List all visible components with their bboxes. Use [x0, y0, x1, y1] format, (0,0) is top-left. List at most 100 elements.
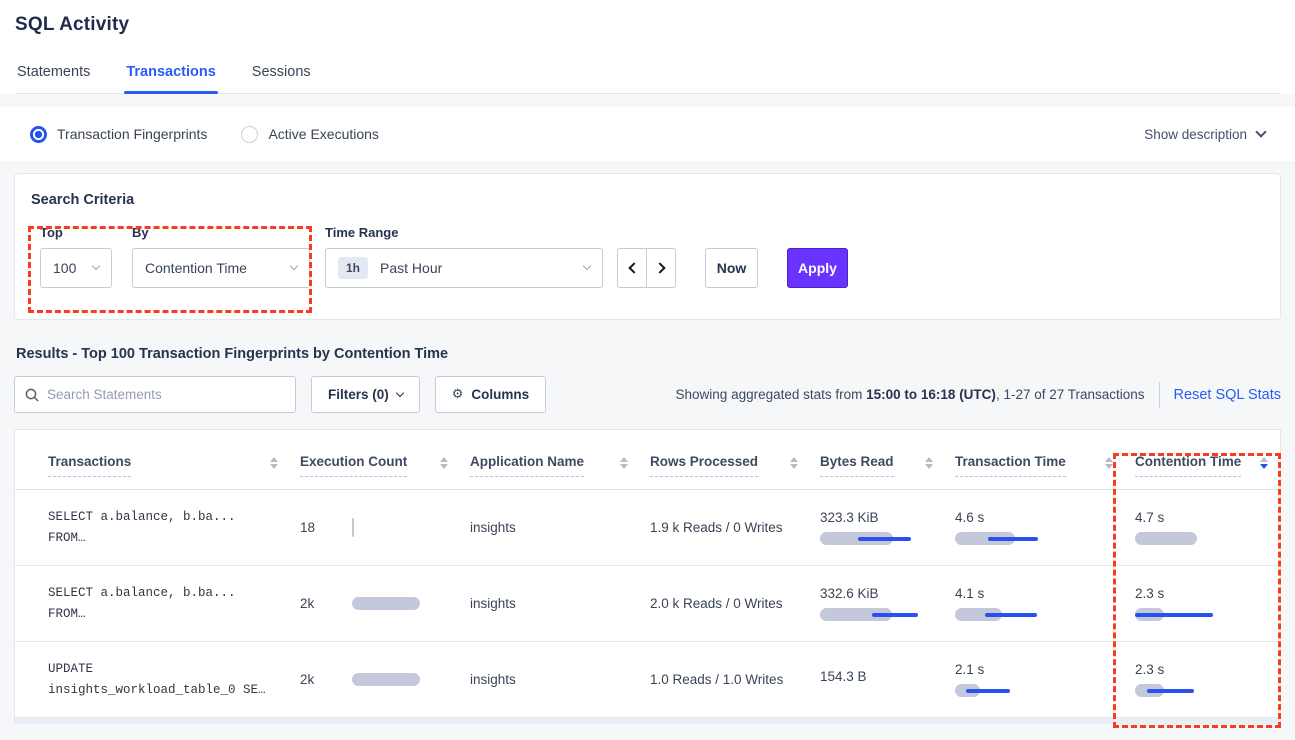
- chevron-down-icon: [395, 388, 405, 397]
- top-field: Top 100: [40, 225, 132, 288]
- time-range-field: Time Range 1h Past Hour: [325, 225, 617, 288]
- next-row-partial: [15, 718, 1280, 724]
- contention-time-cell: 4.7 s: [1125, 490, 1280, 565]
- results-heading: Results - Top 100 Transaction Fingerprin…: [16, 346, 449, 362]
- transaction-time-cell: 2.1 s: [945, 642, 1125, 717]
- columns-button[interactable]: ⚙ Columns: [434, 376, 547, 413]
- next-time-button[interactable]: [646, 248, 676, 288]
- table-row[interactable]: SELECT a.balance, b.ba... FROM… 18 insig…: [15, 490, 1280, 566]
- transaction-fingerprint-link[interactable]: UPDATE insights_workload_table_0 SE…: [48, 661, 266, 697]
- col-header-contention-time: Contention Time: [1125, 430, 1280, 490]
- rows-processed-cell: 2.0 k Reads / 0 Writes: [650, 596, 783, 611]
- table-row[interactable]: SELECT a.balance, b.ba... FROM… 2k insig…: [15, 566, 1280, 642]
- execution-count-cell: 2k: [290, 642, 460, 717]
- bytes-read-cell: 332.6 KiB: [810, 566, 945, 641]
- top-select[interactable]: 100: [40, 248, 112, 288]
- radio-transaction-fingerprints[interactable]: Transaction Fingerprints: [30, 125, 208, 143]
- top-value: 100: [53, 260, 77, 276]
- page-title: SQL Activity: [15, 14, 130, 35]
- filters-button[interactable]: Filters (0): [311, 376, 420, 413]
- columns-label: Columns: [471, 387, 530, 402]
- top-label: Top: [40, 225, 63, 240]
- transaction-fingerprint-link[interactable]: SELECT a.balance, b.ba... FROM…: [48, 585, 236, 621]
- aggregated-stats-note: Showing aggregated stats from 15:00 to 1…: [675, 387, 1145, 402]
- col-header-execution-count: Execution Count: [290, 430, 460, 490]
- application-name-cell: insights: [470, 596, 516, 611]
- execution-count-cell: 2k: [290, 566, 460, 641]
- sort-icon[interactable]: [790, 457, 798, 469]
- col-header-transactions: Transactions: [15, 430, 290, 490]
- reset-sql-stats-link[interactable]: Reset SQL Stats: [1173, 386, 1281, 403]
- bytes-read-cell: 323.3 KiB: [810, 490, 945, 565]
- tab-statements[interactable]: Statements: [17, 64, 91, 80]
- divider: [1158, 381, 1160, 408]
- view-toggle-bar: Transaction Fingerprints Active Executio…: [0, 107, 1295, 161]
- col-header-transaction-time: Transaction Time: [945, 430, 1125, 490]
- time-range-select[interactable]: 1h Past Hour: [325, 248, 603, 288]
- radio-active-executions[interactable]: Active Executions: [241, 125, 379, 143]
- time-range-badge: 1h: [338, 257, 369, 279]
- by-select[interactable]: Contention Time: [132, 248, 310, 288]
- show-description-label: Show description: [1144, 126, 1247, 142]
- search-statements-box: [14, 376, 296, 413]
- table-header-row: Transactions Execution Count Application…: [15, 430, 1280, 490]
- col-header-bytes-read: Bytes Read: [810, 430, 945, 490]
- contention-time-bar: [1135, 684, 1247, 697]
- transactions-table: Transactions Execution Count Application…: [14, 429, 1281, 724]
- search-icon: [25, 388, 39, 402]
- application-name-cell: insights: [470, 520, 516, 535]
- search-statements-input[interactable]: [47, 387, 285, 402]
- rows-processed-cell: 1.9 k Reads / 0 Writes: [650, 520, 783, 535]
- sort-icon[interactable]: [1105, 457, 1113, 469]
- col-header-rows-processed: Rows Processed: [640, 430, 810, 490]
- by-field: By Contention Time: [132, 225, 325, 288]
- radio-label: Transaction Fingerprints: [57, 126, 208, 142]
- sort-icon[interactable]: [925, 457, 933, 469]
- contention-time-cell: 2.3 s: [1125, 642, 1280, 717]
- radio-unselected-icon: [241, 125, 259, 143]
- chevron-down-icon: [1255, 126, 1267, 138]
- filters-label: Filters (0): [328, 387, 389, 402]
- execution-count-cell: 18: [290, 490, 460, 565]
- chevron-down-icon: [582, 261, 592, 271]
- by-value: Contention Time: [145, 260, 247, 276]
- results-controls: Filters (0) ⚙ Columns Showing aggregated…: [14, 376, 1281, 413]
- criteria-fields: Top 100 By Contention Time Time Range 1h…: [40, 225, 1264, 288]
- chevron-right-icon: [653, 262, 666, 274]
- transaction-time-bar: [955, 532, 1067, 545]
- prev-time-button[interactable]: [617, 248, 647, 288]
- search-criteria-heading: Search Criteria: [31, 192, 135, 208]
- app-header: SQL Activity Statements Transactions Ses…: [0, 0, 1295, 94]
- table-row[interactable]: UPDATE insights_workload_table_0 SE… 2k …: [15, 642, 1280, 718]
- tab-sessions[interactable]: Sessions: [251, 64, 311, 80]
- time-range-value: Past Hour: [380, 260, 443, 276]
- radio-selected-icon: [30, 125, 47, 143]
- chevron-down-icon: [91, 261, 101, 271]
- bytes-read-bar: [820, 532, 932, 545]
- execution-count-bar: [352, 673, 450, 686]
- gear-icon: ⚙: [451, 387, 464, 402]
- radio-label: Active Executions: [268, 126, 379, 142]
- transaction-time-cell: 4.6 s: [945, 490, 1125, 565]
- now-button[interactable]: Now: [705, 248, 758, 288]
- contention-time-bar: [1135, 532, 1247, 545]
- sort-icon[interactable]: [270, 457, 278, 469]
- col-header-application-name: Application Name: [460, 430, 640, 490]
- time-nav-group: [617, 248, 676, 288]
- sort-icon-active-desc[interactable]: [1260, 457, 1268, 469]
- sort-icon[interactable]: [620, 457, 628, 469]
- bytes-read-bar: [820, 608, 932, 621]
- apply-button[interactable]: Apply: [787, 248, 848, 288]
- contention-time-cell: 2.3 s: [1125, 566, 1280, 641]
- show-description-toggle[interactable]: Show description: [1144, 126, 1267, 142]
- transaction-time-bar: [955, 684, 1067, 697]
- sort-icon[interactable]: [440, 457, 448, 469]
- transaction-fingerprint-link[interactable]: SELECT a.balance, b.ba... FROM…: [48, 509, 236, 545]
- rows-processed-cell: 1.0 Reads / 1.0 Writes: [650, 672, 784, 687]
- tab-bar: Statements Transactions Sessions: [15, 64, 1280, 94]
- transaction-time-bar: [955, 608, 1067, 621]
- execution-count-bar: [352, 597, 450, 610]
- application-name-cell: insights: [470, 672, 516, 687]
- tab-transactions[interactable]: Transactions: [124, 64, 219, 94]
